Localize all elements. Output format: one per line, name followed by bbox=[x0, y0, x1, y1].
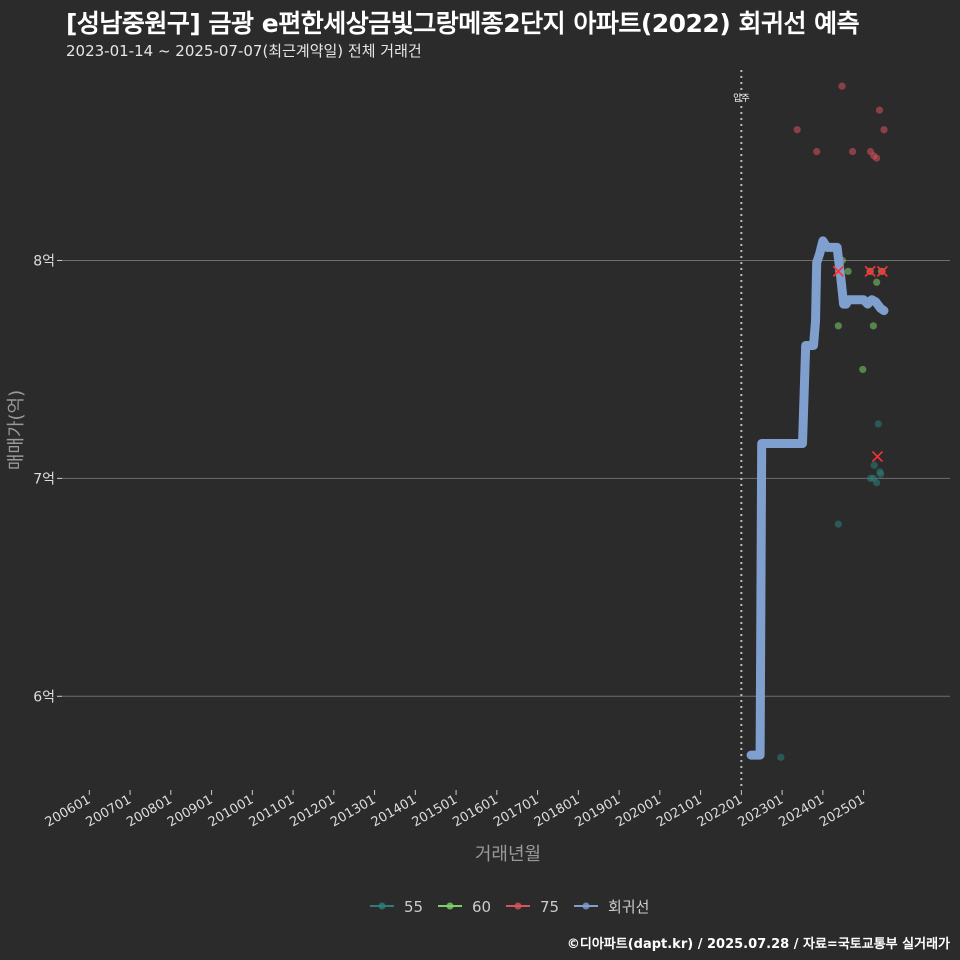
cancelled-mark bbox=[876, 265, 888, 277]
x-tick-label: 202401 bbox=[776, 792, 826, 830]
data-point-75 bbox=[813, 147, 821, 156]
x-axis-label: 거래년월 bbox=[475, 844, 541, 865]
data-point-60 bbox=[873, 278, 881, 286]
legend: 55 60 75 회귀선 bbox=[370, 898, 649, 916]
cancel-stroke bbox=[832, 265, 844, 277]
move-in-label: 입주 bbox=[733, 92, 750, 104]
data-point-75 bbox=[873, 154, 881, 162]
legend-label: 회귀선 bbox=[608, 898, 649, 916]
data-point-55 bbox=[777, 753, 785, 761]
legend-label: 75 bbox=[540, 898, 559, 916]
regression-line-layer bbox=[746, 236, 889, 760]
legend-dot bbox=[582, 902, 590, 910]
legend-label: 55 bbox=[404, 898, 423, 916]
cancelled-marks bbox=[832, 265, 888, 463]
x-tick-label: 201201 bbox=[287, 792, 337, 830]
x-tick-label: 200601 bbox=[43, 792, 93, 830]
data-point-75 bbox=[838, 82, 846, 90]
x-tick-label: 201301 bbox=[328, 792, 378, 830]
x-tick-label: 202301 bbox=[736, 792, 786, 830]
x-tick-label: 201801 bbox=[532, 792, 582, 830]
data-point-55 bbox=[873, 479, 881, 487]
legend-label: 60 bbox=[472, 898, 491, 916]
legend-item-75: 75 bbox=[506, 898, 559, 916]
data-point-75 bbox=[875, 106, 884, 114]
data-point-60 bbox=[869, 322, 877, 330]
move-in-marker: 입주 bbox=[733, 70, 750, 790]
cancelled-mark bbox=[864, 265, 876, 277]
x-tick-label: 200901 bbox=[165, 792, 215, 830]
y-tick-label: 7억 bbox=[33, 471, 55, 487]
chart-title: [성남중원구] 금광 e편한세상금빛그랑메종2단지 아파트(2022) 회귀선 … bbox=[66, 9, 860, 38]
legend-dot bbox=[514, 902, 522, 910]
data-point-60 bbox=[834, 322, 842, 330]
legend-item-55: 55 bbox=[370, 898, 423, 916]
x-tick-label: 200801 bbox=[124, 792, 174, 830]
grid-lines bbox=[62, 259, 950, 697]
cancel-stroke bbox=[864, 265, 876, 277]
data-point-60 bbox=[844, 267, 852, 275]
x-tick-label: 201101 bbox=[247, 792, 297, 830]
data-point-75 bbox=[849, 147, 857, 156]
source-credit: ©디아파트(dapt.kr) / 2025.07.28 / 자료=국토교통부 실… bbox=[566, 937, 950, 952]
data-point-60 bbox=[859, 365, 867, 374]
x-tick-label: 202201 bbox=[695, 792, 745, 830]
cancel-stroke bbox=[871, 451, 884, 463]
y-axis: 6억 7억 8억 bbox=[33, 253, 62, 705]
data-point-55 bbox=[870, 461, 878, 469]
x-tick-label: 201001 bbox=[206, 792, 256, 830]
legend-item-회귀선: 회귀선 bbox=[574, 898, 649, 916]
data-point-75 bbox=[880, 126, 888, 134]
data-point-55 bbox=[834, 520, 842, 528]
y-axis-label: 매매가(억) bbox=[6, 390, 27, 470]
y-tick-label: 8억 bbox=[33, 253, 55, 269]
x-tick-label: 202001 bbox=[613, 792, 663, 830]
x-tick-label: 200701 bbox=[84, 792, 134, 830]
legend-dot bbox=[446, 902, 454, 910]
x-axis: 2006012007012008012009012010012011012012… bbox=[43, 790, 868, 830]
chart-subtitle: 2023-01-14 ~ 2025-07-07(최근계약일) 전체 거래건 bbox=[66, 42, 422, 60]
data-point-75 bbox=[793, 126, 801, 134]
y-tick-label: 6억 bbox=[33, 689, 55, 705]
x-tick-label: 201901 bbox=[573, 792, 623, 830]
x-tick-label: 201701 bbox=[491, 792, 541, 830]
x-tick-label: 201501 bbox=[410, 792, 460, 830]
x-tick-label: 202101 bbox=[654, 792, 704, 830]
regression-line bbox=[746, 236, 889, 760]
legend-dot bbox=[378, 902, 386, 910]
x-tick-label: 202501 bbox=[817, 792, 867, 830]
scatter-points bbox=[777, 82, 888, 761]
legend-item-60: 60 bbox=[438, 898, 491, 916]
cancel-stroke bbox=[876, 265, 888, 277]
data-point-55 bbox=[874, 420, 882, 428]
cancelled-mark bbox=[832, 265, 844, 277]
cancelled-mark bbox=[871, 451, 884, 463]
x-tick-label: 201401 bbox=[369, 792, 419, 830]
data-point-55 bbox=[877, 470, 885, 478]
x-tick-label: 201601 bbox=[450, 792, 500, 830]
